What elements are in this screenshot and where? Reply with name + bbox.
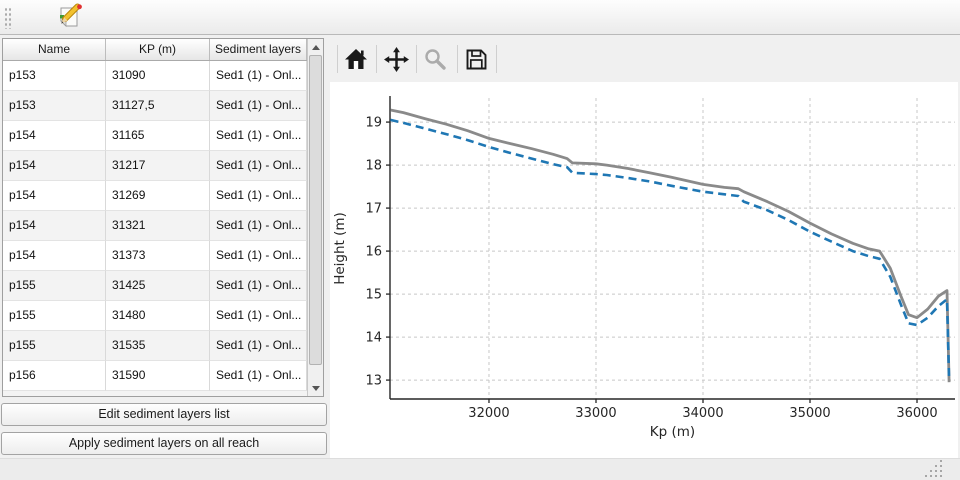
scroll-up-button[interactable]	[308, 39, 323, 55]
table-row[interactable]: p155 31535 Sed1 (1) - Onl...	[3, 331, 307, 361]
table-row-partial	[3, 391, 307, 396]
toolbar-separator	[416, 45, 417, 73]
edit-sediment-icon-glyph	[60, 3, 82, 27]
table-row[interactable]: p154 31165 Sed1 (1) - Onl...	[3, 121, 307, 151]
x-tick-label: 35000	[789, 406, 830, 421]
profile-chart[interactable]: 32000 33000 34000 35000 36000 13 14 15 16 17 18 19 K…	[330, 82, 958, 458]
series-profile-top	[390, 108, 951, 383]
y-tick-label: 18	[365, 159, 382, 174]
table-row[interactable]: p154 31373 Sed1 (1) - Onl...	[3, 241, 307, 271]
cell-kp[interactable]: 31425	[106, 271, 210, 301]
cell-name[interactable]: p155	[3, 331, 106, 361]
cell-kp[interactable]: 31535	[106, 331, 210, 361]
apply-sediment-layers-button[interactable]: Apply sediment layers on all reach	[1, 432, 327, 455]
top-toolbar	[0, 0, 960, 35]
resize-grip-icon[interactable]	[918, 460, 942, 477]
cell-sediment[interactable]: Sed1 (1) - Onl...	[210, 181, 307, 211]
dock-drag-handle-icon[interactable]	[4, 7, 13, 29]
arrow-up-icon	[311, 44, 320, 50]
cell-name[interactable]: p153	[3, 61, 106, 91]
toolbar-separator	[457, 45, 458, 73]
cell-sediment[interactable]: Sed1 (1) - Onl...	[210, 121, 307, 151]
y-tick-label: 19	[365, 116, 382, 131]
cell-sediment[interactable]: Sed1 (1) - Onl...	[210, 211, 307, 241]
cell-name[interactable]: p154	[3, 121, 106, 151]
cell-kp[interactable]: 31590	[106, 361, 210, 391]
table-body: p153 31090 Sed1 (1) - Onl... p153 31127,5 Sed…	[3, 61, 307, 396]
pan-icon-glyph	[383, 46, 409, 72]
column-header-kp[interactable]: KP (m)	[106, 39, 210, 60]
table-row[interactable]: p155 31425 Sed1 (1) - Onl...	[3, 271, 307, 301]
edit-sediment-layers-button[interactable]: Edit sediment layers list	[1, 403, 327, 426]
cell-sediment[interactable]: Sed1 (1) - Onl...	[210, 331, 307, 361]
cell-sediment[interactable]: Sed1 (1) - Onl...	[210, 61, 307, 91]
table-row[interactable]: p154 31269 Sed1 (1) - Onl...	[3, 181, 307, 211]
status-bar	[0, 458, 960, 480]
sediment-table: Name KP (m) Sediment layers p153 31090 Sed…	[2, 38, 324, 397]
cell-name[interactable]: p154	[3, 241, 106, 271]
scrollbar-thumb[interactable]	[309, 55, 322, 365]
y-tick-label: 15	[365, 288, 382, 303]
y-tick-label: 16	[365, 245, 382, 260]
column-header-name[interactable]: Name	[3, 39, 106, 60]
home-icon-glyph	[345, 49, 367, 69]
x-tick-label: 34000	[682, 406, 723, 421]
cell-kp[interactable]: 31480	[106, 301, 210, 331]
edit-sediment-icon[interactable]	[55, 3, 85, 33]
toolbar-separator	[376, 45, 377, 73]
home-icon[interactable]	[343, 46, 369, 72]
y-axis-label: Height (m)	[332, 212, 348, 285]
x-tick-label: 32000	[468, 406, 509, 421]
cell-kp[interactable]: 31127,5	[106, 91, 210, 121]
cell-name[interactable]: p156	[3, 361, 106, 391]
series-profile-bottom	[390, 118, 951, 381]
cell-kp[interactable]: 31165	[106, 121, 210, 151]
column-header-sediment[interactable]: Sediment layers	[210, 39, 307, 60]
cell-name[interactable]: p153	[3, 91, 106, 121]
cell-sediment[interactable]: Sed1 (1) - Onl...	[210, 361, 307, 391]
table-scrollbar[interactable]	[307, 39, 323, 396]
save-icon-glyph	[466, 49, 487, 70]
toolbar-separator	[337, 45, 338, 73]
table-header: Name KP (m) Sediment layers	[3, 39, 307, 61]
zoom-icon-glyph	[425, 49, 446, 70]
cell-name[interactable]: p154	[3, 181, 106, 211]
cell-kp[interactable]: 31217	[106, 151, 210, 181]
cell-name[interactable]: p154	[3, 151, 106, 181]
cell-name[interactable]: p155	[3, 271, 106, 301]
y-tick-label: 14	[365, 331, 382, 346]
arrow-down-icon	[311, 385, 320, 391]
table-row[interactable]: p156 31590 Sed1 (1) - Onl...	[3, 361, 307, 391]
cell-kp[interactable]: 31373	[106, 241, 210, 271]
y-tick-label: 13	[365, 374, 382, 389]
toolbar-separator	[496, 45, 497, 73]
plot-canvas[interactable]: 32000 33000 34000 35000 36000 13 14 15 16 17 18 19 K…	[330, 82, 958, 458]
cell-sediment[interactable]: Sed1 (1) - Onl...	[210, 91, 307, 121]
scroll-down-button[interactable]	[308, 380, 323, 396]
table-row[interactable]: p153 31127,5 Sed1 (1) - Onl...	[3, 91, 307, 121]
scrollbar-track[interactable]	[308, 55, 323, 380]
zoom-icon[interactable]	[422, 46, 448, 72]
pan-icon[interactable]	[383, 46, 409, 72]
save-icon[interactable]	[463, 46, 489, 72]
cell-kp[interactable]: 31269	[106, 181, 210, 211]
x-axis-label: Kp (m)	[650, 424, 695, 440]
cell-kp[interactable]: 31090	[106, 61, 210, 91]
cell-kp[interactable]: 31321	[106, 211, 210, 241]
cell-sediment[interactable]: Sed1 (1) - Onl...	[210, 151, 307, 181]
x-tick-label: 33000	[575, 406, 616, 421]
table-row[interactable]: p153 31090 Sed1 (1) - Onl...	[3, 61, 307, 91]
cell-sediment[interactable]: Sed1 (1) - Onl...	[210, 271, 307, 301]
cell-sediment[interactable]: Sed1 (1) - Onl...	[210, 301, 307, 331]
cell-name[interactable]: p155	[3, 301, 106, 331]
table-row[interactable]: p154 31321 Sed1 (1) - Onl...	[3, 211, 307, 241]
y-tick-label: 17	[365, 202, 382, 217]
table-row[interactable]: p155 31480 Sed1 (1) - Onl...	[3, 301, 307, 331]
cell-sediment[interactable]: Sed1 (1) - Onl...	[210, 241, 307, 271]
x-tick-label: 36000	[896, 406, 937, 421]
cell-name[interactable]: p154	[3, 211, 106, 241]
table-row[interactable]: p154 31217 Sed1 (1) - Onl...	[3, 151, 307, 181]
